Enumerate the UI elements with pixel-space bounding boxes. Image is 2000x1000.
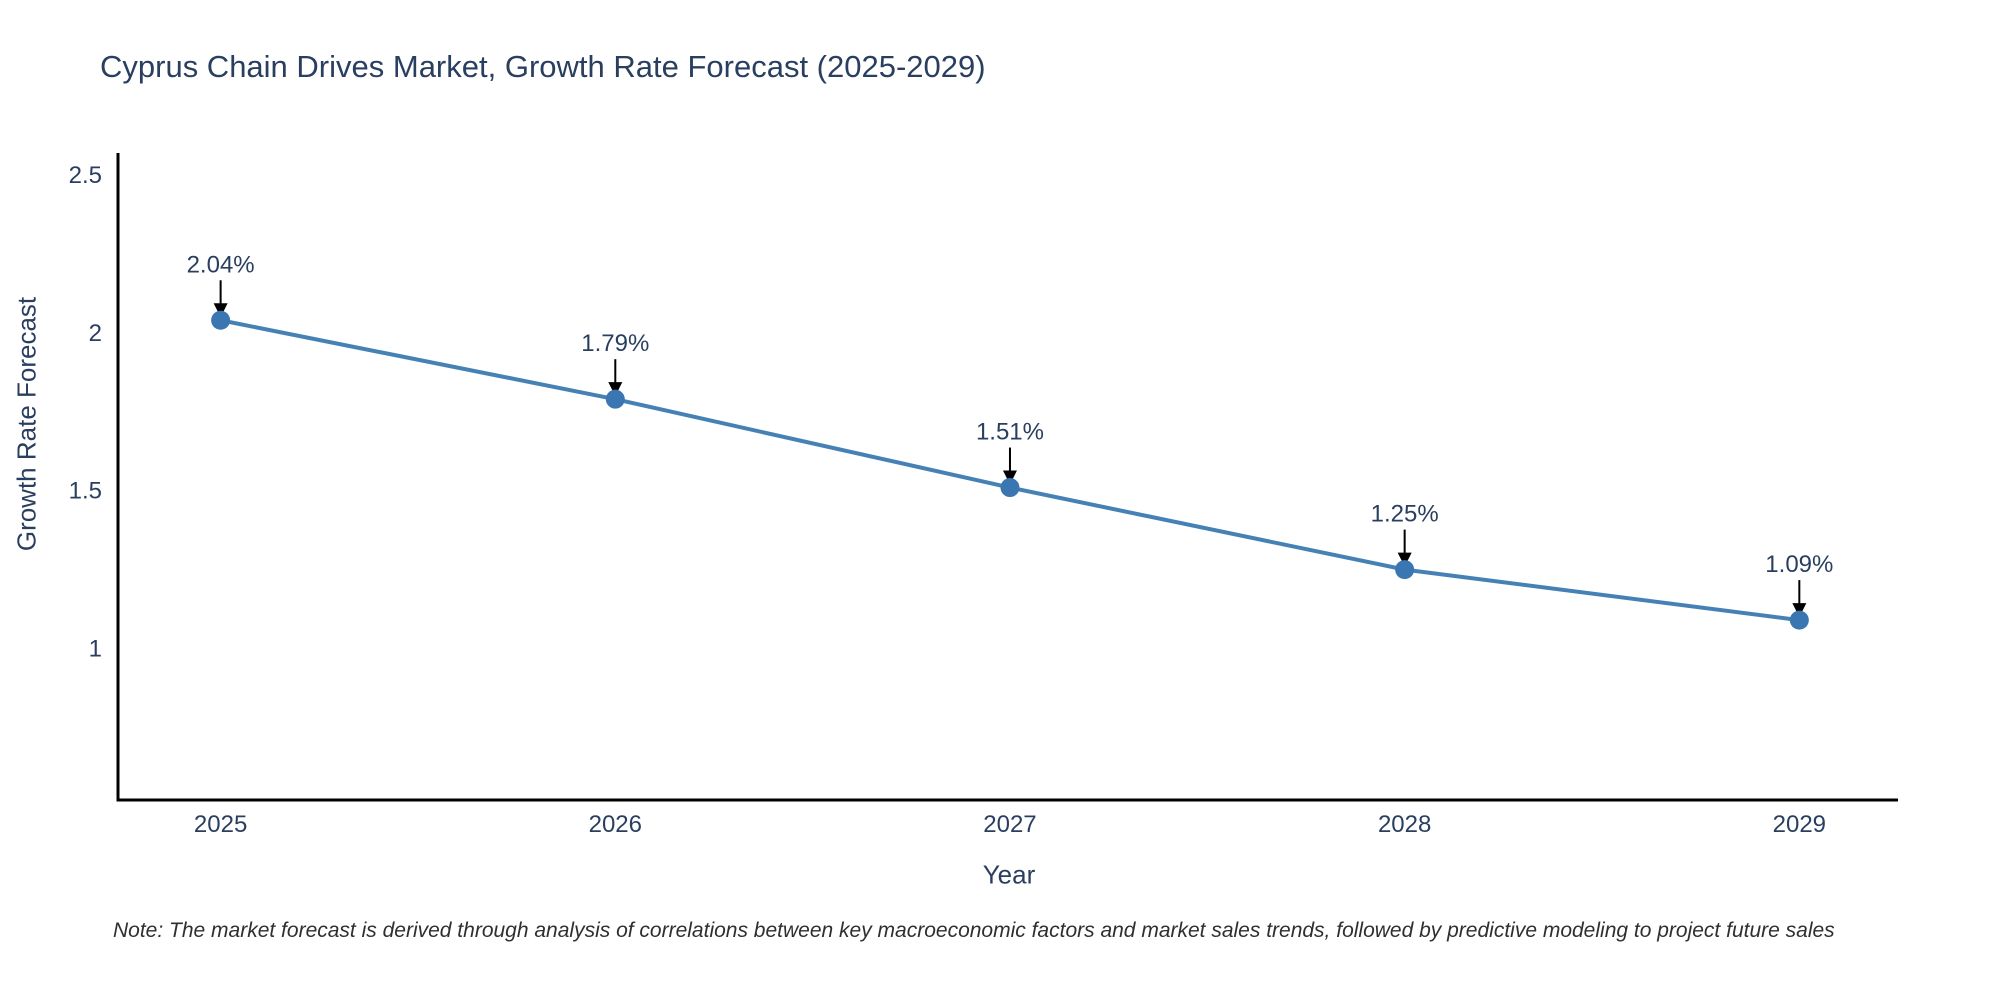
x-tick-label: 2025 — [194, 811, 247, 838]
data-point-2027[interactable] — [1000, 478, 1020, 498]
y-tick-label: 2 — [89, 320, 102, 347]
x-tick-label: 2026 — [589, 811, 642, 838]
x-axis-title: Year — [982, 859, 1036, 890]
annotation-arrowhead-icon — [1792, 603, 1807, 618]
point-annotation-label: 2.04% — [187, 251, 255, 278]
data-point-2026[interactable] — [605, 389, 625, 409]
chart-title: Cyprus Chain Drives Market, Growth Rate … — [100, 49, 986, 84]
x-tick-label: 2027 — [983, 811, 1036, 838]
axis-lines — [116, 153, 1898, 802]
data-point-2025[interactable] — [211, 310, 231, 330]
x-tick-label: 2029 — [1773, 811, 1826, 838]
annotation-arrowhead-icon — [1002, 470, 1017, 485]
data-point-2028[interactable] — [1395, 560, 1415, 580]
y-tick-label: 2.5 — [69, 162, 102, 189]
point-annotation-label: 1.09% — [1765, 551, 1833, 578]
y-tick-label: 1 — [89, 636, 102, 663]
data-point-2029[interactable] — [1789, 610, 1809, 630]
annotation-arrowhead-icon — [608, 382, 623, 397]
y-tick-label: 1.5 — [69, 478, 102, 505]
annotation-arrowhead-icon — [1397, 552, 1412, 567]
x-tick-label: 2028 — [1378, 811, 1431, 838]
footnote: Note: The market forecast is derived thr… — [113, 919, 1835, 942]
y-axis-title: Growth Rate Forecast — [11, 296, 42, 552]
point-annotation-label: 1.25% — [1371, 501, 1439, 528]
annotation-arrowhead-icon — [213, 303, 228, 318]
point-annotation-label: 1.51% — [976, 419, 1044, 446]
point-annotation-label: 1.79% — [581, 330, 649, 357]
